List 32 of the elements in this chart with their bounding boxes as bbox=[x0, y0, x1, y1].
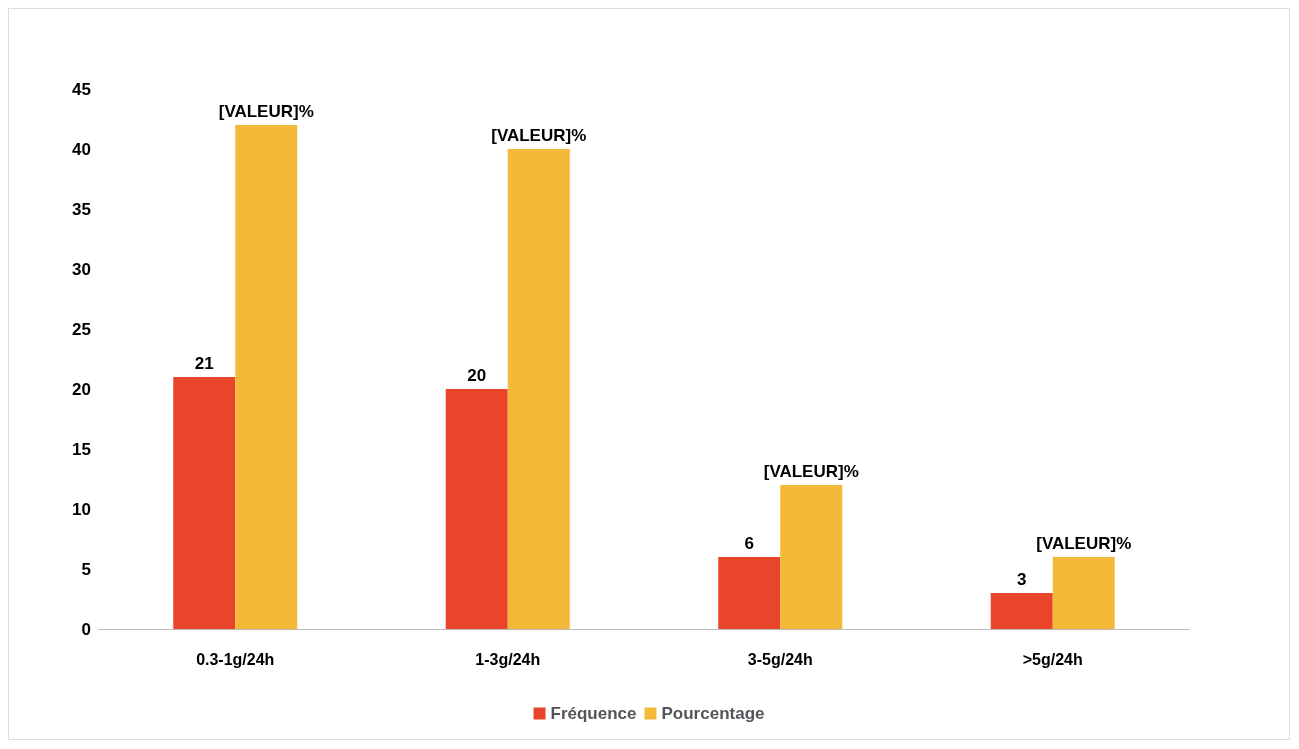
data-label: 20 bbox=[467, 366, 487, 385]
x-tick-label: 3-5g/24h bbox=[747, 650, 813, 668]
data-label: 6 bbox=[744, 534, 754, 553]
y-tick-label: 30 bbox=[72, 259, 91, 279]
y-tick-label: 20 bbox=[72, 379, 91, 399]
legend-label: Pourcentage bbox=[661, 704, 765, 723]
data-label: [VALEUR]% bbox=[1036, 534, 1132, 553]
data-label: 21 bbox=[194, 354, 214, 373]
bar bbox=[780, 485, 843, 629]
y-tick-label: 0 bbox=[81, 619, 91, 639]
bar bbox=[445, 389, 508, 629]
bar bbox=[718, 557, 781, 629]
x-tick-label: 0.3-1g/24h bbox=[196, 650, 275, 668]
x-tick-label: >5g/24h bbox=[1022, 650, 1083, 668]
bar bbox=[507, 149, 570, 629]
data-label: [VALEUR]% bbox=[763, 462, 859, 481]
bar bbox=[990, 593, 1053, 629]
y-tick-label: 5 bbox=[81, 559, 91, 579]
x-tick-label: 1-3g/24h bbox=[475, 650, 541, 668]
y-tick-label: 40 bbox=[72, 139, 91, 159]
data-label: 3 bbox=[1017, 570, 1027, 589]
y-tick-label: 15 bbox=[72, 439, 91, 459]
y-tick-label: 10 bbox=[72, 499, 91, 519]
data-label: [VALEUR]% bbox=[218, 102, 314, 121]
y-tick-label: 35 bbox=[72, 199, 91, 219]
bar bbox=[1052, 557, 1115, 629]
legend-label: Fréquence bbox=[550, 704, 637, 723]
y-tick-label: 25 bbox=[72, 319, 91, 339]
bar bbox=[235, 125, 298, 629]
bar bbox=[173, 377, 236, 629]
data-label: [VALEUR]% bbox=[491, 126, 587, 145]
y-tick-label: 45 bbox=[72, 79, 91, 99]
